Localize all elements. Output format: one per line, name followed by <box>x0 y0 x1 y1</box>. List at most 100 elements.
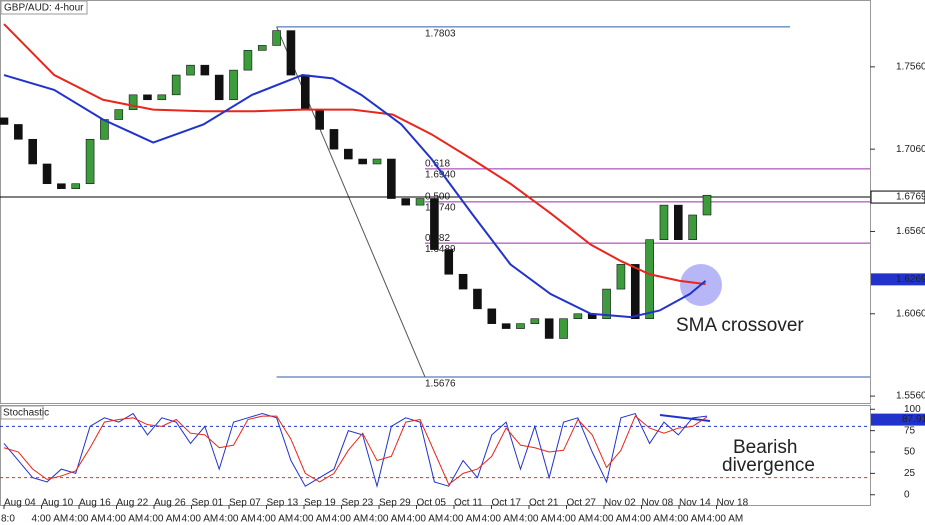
candle <box>229 69 238 101</box>
candle <box>71 183 81 189</box>
candle <box>300 74 310 110</box>
candle <box>128 94 138 110</box>
title-box <box>0 0 88 15</box>
time-label: 4:00 AM <box>444 514 481 525</box>
stoch-title: Stochastic <box>3 408 49 419</box>
time-label: 4:00 AM <box>594 514 631 525</box>
candle <box>57 183 66 189</box>
stochastic-line <box>3 415 708 486</box>
time-label: 4:00 AM <box>69 514 106 525</box>
x-tick-label: Sep 07 <box>229 498 261 509</box>
time-label: 4:00 AM <box>632 514 669 525</box>
candle <box>329 129 339 150</box>
candle <box>358 158 367 165</box>
candle <box>674 204 683 240</box>
x-tick-label: Nov 14 <box>679 498 711 509</box>
candle <box>143 94 152 101</box>
y-tick-label: 1.6060 <box>896 308 925 319</box>
time-label: 4:00 AM <box>707 514 744 525</box>
candle <box>530 318 540 324</box>
x-tick-label: Sep 23 <box>342 498 374 509</box>
candle <box>171 74 181 96</box>
candle <box>602 288 611 320</box>
candle <box>415 198 425 206</box>
candle <box>688 214 697 240</box>
x-tick-label: Sep 29 <box>379 498 411 509</box>
time-label: 4:00 AM <box>144 514 181 525</box>
stoch-value-label: 87.91 <box>902 414 925 425</box>
sma-line <box>3 23 706 286</box>
candle <box>257 45 267 51</box>
y-tick-label: 1.7060 <box>896 144 925 155</box>
time-label: 4:00 AM <box>257 514 294 525</box>
x-tick-label: Nov 08 <box>642 498 674 509</box>
y-tick-label: 100 <box>904 404 921 415</box>
candle <box>401 198 411 206</box>
x-tick-label: Sep 01 <box>192 498 224 509</box>
candle <box>272 30 281 46</box>
candle <box>214 74 224 101</box>
fib-label: 1.6489 <box>425 244 456 255</box>
candle <box>28 138 37 165</box>
price-box <box>871 273 925 286</box>
x-tick-label: Sep 13 <box>267 498 299 509</box>
candle <box>200 64 210 76</box>
time-label: 4:00 AM <box>219 514 256 525</box>
candle <box>473 288 482 310</box>
candle <box>487 308 497 324</box>
x-tick-label: Oct 17 <box>492 498 522 509</box>
time-label: 8:0 <box>1 514 15 525</box>
x-tick-label: Aug 26 <box>154 498 186 509</box>
candle <box>616 264 626 290</box>
sma-line <box>3 74 707 319</box>
annotation: SMA crossover <box>676 315 804 336</box>
price-box <box>870 190 925 204</box>
candle <box>430 198 439 250</box>
annotation: divergence <box>722 455 815 476</box>
candle <box>372 158 382 165</box>
candle <box>630 264 640 320</box>
candle <box>458 273 468 290</box>
y-tick-label: 1.5560 <box>896 391 925 402</box>
time-label: 4:00 AM <box>482 514 519 525</box>
x-tick-label: Nov 18 <box>717 498 749 509</box>
candle <box>444 249 454 275</box>
candle <box>243 50 253 71</box>
x-tick-label: Oct 05 <box>417 498 447 509</box>
candle <box>344 148 353 160</box>
fib-ratio: 0.618 <box>425 159 450 170</box>
time-label: 4:00 AM <box>669 514 706 525</box>
fib-label: 1.5676 <box>425 379 456 390</box>
y-tick-label: 0 <box>904 489 910 500</box>
time-label: 4:00 AM <box>519 514 556 525</box>
time-label: 4:00 AM <box>332 514 369 525</box>
candle <box>0 117 9 125</box>
candle <box>516 323 525 329</box>
time-label: 4:00 AM <box>32 514 69 525</box>
candle <box>85 138 95 185</box>
stoch-title-box <box>0 405 44 420</box>
annotation: Bearish <box>733 437 797 458</box>
current-price-label: 1.6769 <box>896 192 925 203</box>
candle <box>544 318 554 339</box>
y-tick-label: 25 <box>904 468 916 479</box>
candle <box>645 239 654 320</box>
candle <box>702 194 712 216</box>
sma-price-label: 1.6269 <box>896 274 925 285</box>
candle <box>186 64 195 76</box>
y-tick-label: 50 <box>904 447 916 458</box>
time-label: 4:00 AM <box>107 514 144 525</box>
time-label: 4:00 AM <box>407 514 444 525</box>
stochastic-line <box>3 412 708 489</box>
x-tick-label: Aug 04 <box>4 498 36 509</box>
value-box <box>871 413 925 426</box>
candle <box>387 158 396 199</box>
candle <box>573 313 583 320</box>
stochastic-panel <box>0 405 871 506</box>
y-tick-label: 1.7560 <box>896 61 925 72</box>
time-label: 4:00 AM <box>182 514 219 525</box>
x-tick-label: Aug 16 <box>79 498 111 509</box>
y-tick-label: 75 <box>904 425 916 436</box>
fib-label: 1.6940 <box>425 170 456 181</box>
